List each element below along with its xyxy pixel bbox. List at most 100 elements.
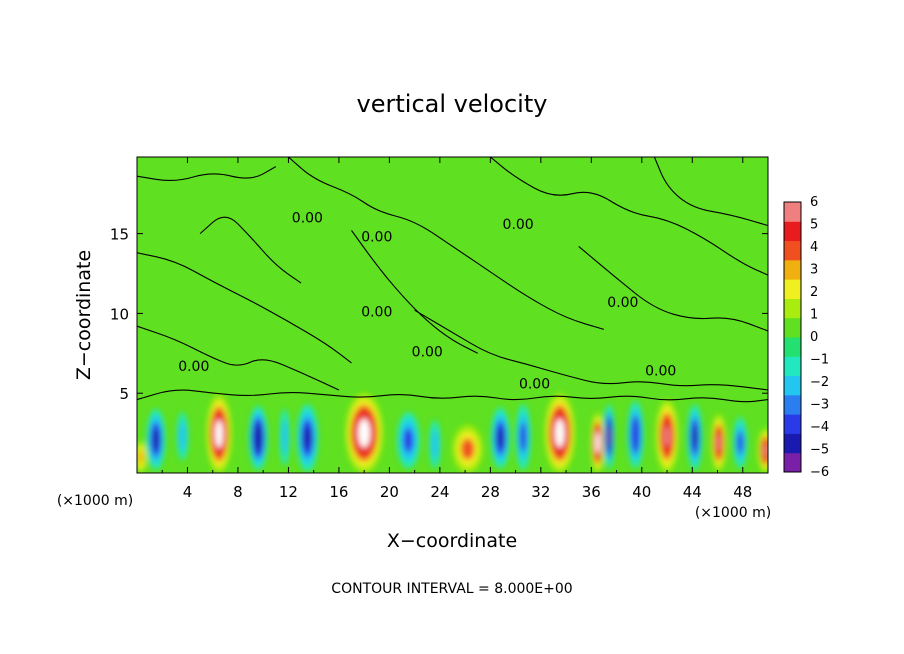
contour-label: 0.00 xyxy=(412,344,443,360)
velocity-cell xyxy=(452,425,483,473)
contour-line xyxy=(199,216,302,284)
y-tick-label: 15 xyxy=(110,226,129,244)
velocity-band xyxy=(763,444,768,458)
x-tick-label: 36 xyxy=(582,483,601,501)
velocity-core xyxy=(555,419,565,448)
contour-interval-note: CONTOUR INTERVAL = 8.000E+00 xyxy=(331,581,572,597)
colorbar-tick-label: 6 xyxy=(810,195,818,210)
velocity-core xyxy=(215,420,223,448)
velocity-core xyxy=(595,432,600,454)
velocity-band xyxy=(303,426,312,450)
contour-line xyxy=(137,252,352,364)
contour-label: 0.00 xyxy=(361,305,392,321)
plot-area: 0.00 0.00 0.00 0.00 0.00 0.00 0.00 0.00 0.00 xyxy=(137,157,768,473)
colorbar-swatch xyxy=(784,259,801,280)
velocity-cell xyxy=(345,393,384,473)
colorbar-swatch xyxy=(784,337,801,357)
y-axis-label: Z−coordinate xyxy=(73,250,95,380)
velocity-band xyxy=(152,428,160,451)
colorbar-tick-label: −3 xyxy=(810,398,829,413)
colorbar-tick-label: −1 xyxy=(810,353,829,368)
colorbar-tick-label: −2 xyxy=(810,375,829,390)
velocity-band xyxy=(403,427,414,453)
velocity-band xyxy=(460,438,475,460)
x-tick-label: 12 xyxy=(279,483,298,501)
x-tick-label: 40 xyxy=(632,483,651,501)
contour-line xyxy=(137,325,340,391)
y-axis-ticks: 5 10 15 xyxy=(110,226,768,403)
x-tick-label: 48 xyxy=(733,483,752,501)
velocity-band xyxy=(178,421,186,452)
velocity-cell xyxy=(490,407,510,469)
x-tick-label: 4 xyxy=(183,483,193,501)
contour-line xyxy=(351,230,478,354)
colorbar-tick-label: −5 xyxy=(810,443,829,458)
colorbar-swatch xyxy=(784,317,801,338)
contour-labels: 0.00 0.00 0.00 0.00 0.00 0.00 0.00 0.00 0.00 xyxy=(178,210,676,392)
velocity-band xyxy=(431,429,439,460)
x-unit-right: (×1000 m) xyxy=(695,505,771,521)
contour-line xyxy=(414,309,768,391)
velocity-band xyxy=(137,449,144,465)
contour-line xyxy=(288,157,605,330)
x-tick-label: 24 xyxy=(430,483,449,501)
colorbar-tick-label: 0 xyxy=(810,330,818,345)
x-tick-label: 8 xyxy=(233,483,243,501)
velocity-cell xyxy=(137,441,148,473)
colorbar-swatch xyxy=(784,221,801,242)
colorbar-swatch xyxy=(784,375,801,396)
velocity-cell xyxy=(544,393,575,473)
velocity-band xyxy=(255,428,261,448)
contour-lines xyxy=(137,157,768,403)
contour-label: 0.00 xyxy=(519,376,550,392)
velocity-cell xyxy=(711,413,727,472)
x-tick-label: 16 xyxy=(329,483,348,501)
x-tick-label: 28 xyxy=(481,483,500,501)
colorbar-ticks: 6 5 4 3 2 1 0 −1 −2 −3 −4 −5 −6 xyxy=(810,195,829,480)
colorbar-tick-label: 3 xyxy=(810,263,818,278)
colorbar-swatch xyxy=(784,279,801,299)
velocity-cell xyxy=(296,404,319,472)
velocity-band xyxy=(716,434,721,451)
velocity-band xyxy=(281,419,288,455)
velocity-cell xyxy=(248,405,268,470)
velocity-cell xyxy=(627,401,644,469)
velocity-band xyxy=(632,423,639,447)
colorbar-swatch xyxy=(784,433,801,454)
velocity-core xyxy=(358,419,370,448)
velocity-band xyxy=(497,427,504,449)
x-tick-label: 32 xyxy=(531,483,550,501)
contour-line xyxy=(137,166,277,182)
contour-line xyxy=(137,389,768,403)
velocity-band xyxy=(692,425,698,449)
velocity-cell xyxy=(733,417,748,469)
velocity-band xyxy=(519,422,527,452)
colorbar-tick-label: −6 xyxy=(810,465,829,480)
contour-label: 0.00 xyxy=(178,359,209,375)
colorbar-swatch xyxy=(784,240,801,261)
x-tick-label: 20 xyxy=(380,483,399,501)
velocity-band xyxy=(607,427,611,446)
contour-label: 0.00 xyxy=(361,230,392,246)
velocity-cell xyxy=(279,409,290,466)
contour-line xyxy=(490,157,768,276)
contour-label: 0.00 xyxy=(292,210,323,226)
contour-label: 0.00 xyxy=(645,364,676,380)
velocity-cell xyxy=(515,404,531,470)
velocity-cell xyxy=(603,404,615,469)
colorbar-tick-label: 5 xyxy=(810,218,818,233)
colorbar-swatches xyxy=(784,202,801,473)
colorbar-tick-label: 2 xyxy=(810,285,818,300)
velocity-cell xyxy=(396,412,420,469)
chart-title: vertical velocity xyxy=(357,90,548,118)
colorbar-swatch xyxy=(784,394,801,415)
contour-label: 0.00 xyxy=(607,295,638,311)
velocity-cell xyxy=(176,412,189,461)
velocity-field xyxy=(137,393,768,473)
velocity-cell xyxy=(429,420,441,469)
colorbar-tick-label: 4 xyxy=(810,240,818,255)
y-tick-label: 5 xyxy=(119,385,129,403)
x-unit-left: (×1000 m) xyxy=(57,493,133,509)
plot-frame xyxy=(136,156,769,474)
